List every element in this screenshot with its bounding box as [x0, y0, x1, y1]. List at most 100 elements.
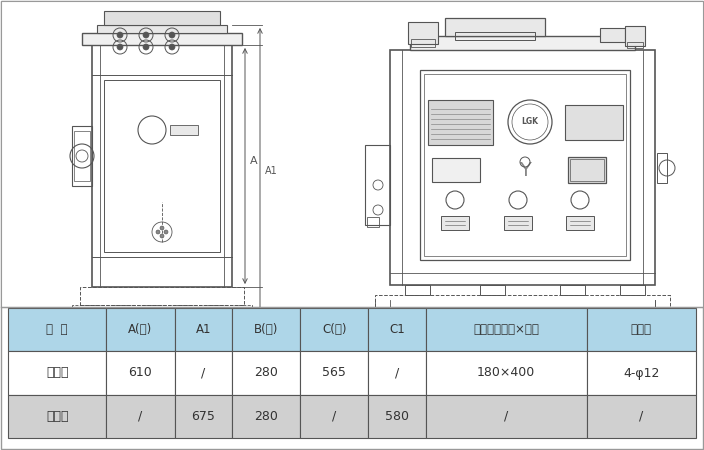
Circle shape	[117, 44, 123, 50]
Text: /: /	[395, 366, 399, 379]
Circle shape	[143, 32, 149, 38]
Text: 675: 675	[191, 410, 215, 423]
Text: /: /	[504, 410, 508, 423]
Bar	[411, 39, 435, 47]
Bar	[80, 287, 244, 305]
Text: C(长): C(长)	[322, 323, 346, 336]
Bar	[232, 351, 300, 395]
Bar	[410, 36, 635, 50]
Bar	[106, 308, 175, 351]
Text: C: C	[518, 327, 526, 337]
Text: 挂壁式: 挂壁式	[46, 366, 68, 379]
Text: ExdI: ExdI	[446, 165, 467, 175]
Bar	[620, 285, 645, 295]
Bar	[445, 18, 545, 36]
Bar	[82, 33, 242, 45]
Bar	[587, 308, 696, 351]
Bar	[405, 285, 430, 295]
Text: 煤安证标志: 煤安证标志	[584, 120, 603, 126]
Bar	[627, 42, 643, 48]
Bar	[92, 45, 232, 287]
Circle shape	[160, 234, 164, 238]
Text: 安装孔: 安装孔	[631, 323, 652, 336]
Bar	[420, 70, 630, 260]
Bar	[426, 351, 587, 395]
Text: 580: 580	[385, 410, 409, 423]
Bar	[455, 32, 535, 40]
Bar	[1, 1, 703, 307]
Bar	[424, 74, 626, 256]
Bar	[367, 217, 379, 227]
Text: 280: 280	[254, 366, 278, 379]
Bar	[426, 395, 587, 438]
Text: LGK: LGK	[179, 127, 189, 132]
Circle shape	[169, 32, 175, 38]
Bar	[104, 80, 220, 252]
Bar	[566, 216, 594, 230]
Circle shape	[143, 44, 149, 50]
Bar	[97, 25, 227, 33]
Bar	[170, 125, 198, 135]
Text: A1: A1	[265, 166, 278, 176]
Text: Y: Y	[519, 161, 531, 180]
Bar	[300, 308, 368, 351]
Bar	[504, 216, 532, 230]
Bar	[657, 153, 667, 183]
Text: MA: MA	[577, 165, 597, 175]
Bar	[560, 285, 585, 295]
Text: C1: C1	[520, 342, 534, 352]
Bar	[432, 158, 480, 182]
Circle shape	[164, 230, 168, 234]
Bar	[72, 126, 92, 186]
Text: 型  式: 型 式	[46, 323, 68, 336]
Circle shape	[169, 44, 175, 50]
Bar	[104, 11, 220, 25]
Bar	[368, 395, 426, 438]
Text: A: A	[250, 156, 258, 166]
Text: /: /	[138, 410, 142, 423]
Bar	[300, 395, 368, 438]
Bar	[587, 351, 696, 395]
Bar	[365, 145, 390, 225]
Text: A(高): A(高)	[128, 323, 153, 336]
Bar	[175, 308, 232, 351]
Circle shape	[117, 32, 123, 38]
Bar	[175, 395, 232, 438]
Text: 180×400: 180×400	[477, 366, 535, 379]
Bar	[426, 308, 587, 351]
Bar	[8, 308, 106, 351]
Bar	[587, 395, 696, 438]
Text: 雪橇式: 雪橇式	[46, 410, 68, 423]
Circle shape	[160, 226, 164, 230]
Bar	[480, 285, 505, 295]
Text: 610: 610	[129, 366, 152, 379]
Text: B(宽): B(宽)	[254, 323, 278, 336]
Text: 565: 565	[322, 366, 346, 379]
Bar	[232, 395, 300, 438]
Bar	[8, 351, 106, 395]
Circle shape	[156, 230, 160, 234]
Text: 280: 280	[254, 410, 278, 423]
Bar	[600, 28, 625, 42]
Bar	[568, 157, 606, 183]
Bar	[175, 351, 232, 395]
Bar	[72, 305, 252, 322]
Text: B: B	[158, 337, 166, 347]
Text: 4-φ12: 4-φ12	[623, 366, 660, 379]
Text: /: /	[332, 410, 337, 423]
Bar	[232, 308, 300, 351]
Bar	[106, 395, 175, 438]
Bar	[375, 295, 670, 315]
Bar	[368, 351, 426, 395]
Bar	[441, 216, 469, 230]
Text: 安装尺寸（长×高）: 安装尺寸（长×高）	[473, 323, 539, 336]
Bar	[408, 22, 438, 44]
Text: A1: A1	[196, 323, 211, 336]
Text: LGK: LGK	[522, 117, 539, 126]
Bar	[74, 131, 90, 181]
Bar	[625, 26, 645, 46]
Bar	[565, 105, 623, 140]
Bar	[368, 308, 426, 351]
Text: /: /	[639, 410, 643, 423]
Bar	[570, 159, 604, 181]
